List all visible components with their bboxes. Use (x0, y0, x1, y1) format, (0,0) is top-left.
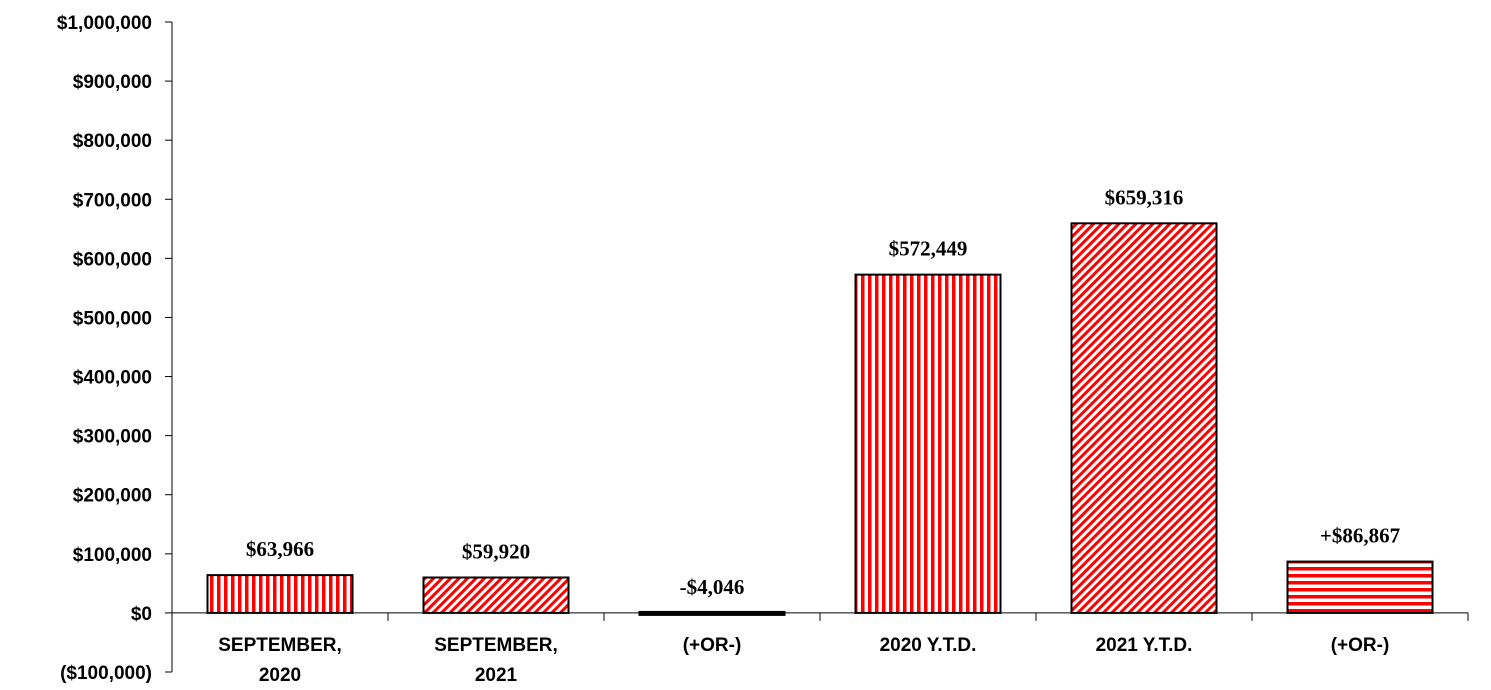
bar (422, 576, 570, 614)
y-tick-label: $600,000 (73, 249, 152, 270)
data-label: +$86,867 (1320, 524, 1400, 548)
y-tick-label: $400,000 (73, 368, 152, 389)
y-tick-label: $0 (131, 604, 152, 625)
data-labels: $63,966 $59,920 -$4,046 $572,449 $659,316 +$8… (246, 185, 1400, 599)
x-tick-label: (+OR-) (1331, 635, 1390, 656)
data-label: $63,966 (246, 537, 314, 561)
y-tick-label: $300,000 (73, 427, 152, 448)
bar (638, 610, 786, 616)
data-label: $572,449 (889, 237, 968, 261)
x-tick-label: SEPTEMBER, 2021 (434, 635, 558, 686)
axes: $1,000,000 $900,000 $800,000 $700,000 $600,0… (57, 13, 1469, 686)
y-tick-label: $800,000 (73, 131, 152, 152)
bars (206, 222, 1434, 616)
data-label: $659,316 (1105, 185, 1184, 209)
data-label: -$4,046 (680, 575, 745, 599)
bar (854, 273, 1002, 614)
x-tick-label: SEPTEMBER, 2020 (218, 635, 342, 686)
y-tick-label: $100,000 (73, 545, 152, 566)
bar (206, 574, 354, 614)
data-label: $59,920 (462, 540, 530, 564)
y-tick-label: ($100,000) (60, 663, 152, 684)
y-tick-label: $200,000 (73, 486, 152, 507)
x-tick-label: (+OR-) (683, 635, 742, 656)
x-tick-label: 2021 Y.T.D. (1096, 635, 1193, 656)
x-tick-label: 2020 Y.T.D. (880, 635, 977, 656)
y-tick-label: $500,000 (73, 308, 152, 329)
y-tick-label: $900,000 (73, 72, 152, 93)
y-tick-label: $700,000 (73, 190, 152, 211)
y-tick-label: $1,000,000 (57, 13, 152, 34)
bar (1286, 560, 1434, 614)
bar (1070, 222, 1218, 614)
